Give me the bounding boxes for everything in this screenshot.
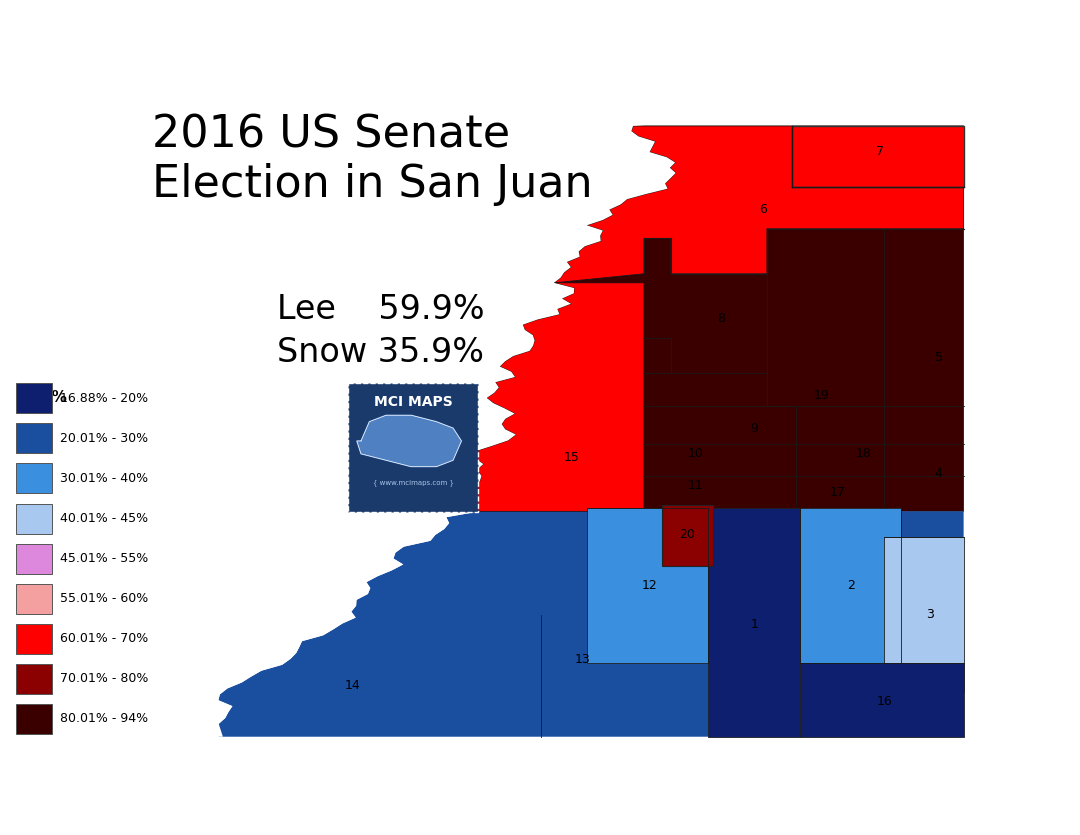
Text: 11: 11 xyxy=(688,479,704,493)
Polygon shape xyxy=(135,100,633,126)
Text: 30.01% - 40%: 30.01% - 40% xyxy=(60,472,149,485)
Text: 14: 14 xyxy=(345,679,361,691)
Polygon shape xyxy=(464,283,644,511)
Text: 15: 15 xyxy=(564,451,580,463)
Text: Lee    59.9%
Snow 35.9%: Lee 59.9% Snow 35.9% xyxy=(278,293,485,369)
Text: { www.mcimaps.com }: { www.mcimaps.com } xyxy=(373,479,454,486)
Text: 5: 5 xyxy=(934,351,943,364)
Text: 19: 19 xyxy=(813,389,829,402)
Polygon shape xyxy=(800,509,901,663)
Text: 80.01% - 94%: 80.01% - 94% xyxy=(60,712,149,726)
Text: 13: 13 xyxy=(575,653,591,666)
Text: 1: 1 xyxy=(751,618,758,630)
Polygon shape xyxy=(885,538,963,691)
Text: 10: 10 xyxy=(688,448,704,460)
Polygon shape xyxy=(800,663,963,736)
Text: 8: 8 xyxy=(717,312,725,326)
Polygon shape xyxy=(588,509,708,663)
Text: 9: 9 xyxy=(751,422,758,434)
Polygon shape xyxy=(708,509,800,736)
Text: Lee %: Lee % xyxy=(16,390,67,405)
Text: 40.01% - 45%: 40.01% - 45% xyxy=(60,512,149,525)
Polygon shape xyxy=(135,100,972,126)
Text: 2016 US Senate
Election in San Juan: 2016 US Senate Election in San Juan xyxy=(151,113,592,206)
Polygon shape xyxy=(662,505,713,566)
Text: MCI MAPS: MCI MAPS xyxy=(374,396,453,409)
Text: 60.01% - 70%: 60.01% - 70% xyxy=(60,632,149,645)
Polygon shape xyxy=(464,229,963,511)
Polygon shape xyxy=(356,415,461,467)
Text: 3: 3 xyxy=(927,608,934,621)
Text: 20.01% - 30%: 20.01% - 30% xyxy=(60,432,149,445)
Text: 2: 2 xyxy=(847,579,854,592)
Polygon shape xyxy=(135,100,676,736)
Text: 16: 16 xyxy=(876,695,892,708)
Text: 17: 17 xyxy=(831,486,846,498)
Text: 6: 6 xyxy=(759,203,767,216)
Polygon shape xyxy=(792,126,963,187)
Text: 18: 18 xyxy=(855,448,872,460)
Text: 7: 7 xyxy=(876,145,883,158)
Text: 45.01% - 55%: 45.01% - 55% xyxy=(60,552,149,565)
Text: 12: 12 xyxy=(642,579,658,592)
Text: 70.01% - 80%: 70.01% - 80% xyxy=(60,672,149,686)
Text: 55.01% - 60%: 55.01% - 60% xyxy=(60,592,149,605)
Text: 16.88% - 20%: 16.88% - 20% xyxy=(60,392,149,405)
Text: 20: 20 xyxy=(679,528,696,541)
Polygon shape xyxy=(349,383,478,512)
Polygon shape xyxy=(554,126,963,283)
Text: 4: 4 xyxy=(934,467,943,479)
Polygon shape xyxy=(218,511,963,736)
